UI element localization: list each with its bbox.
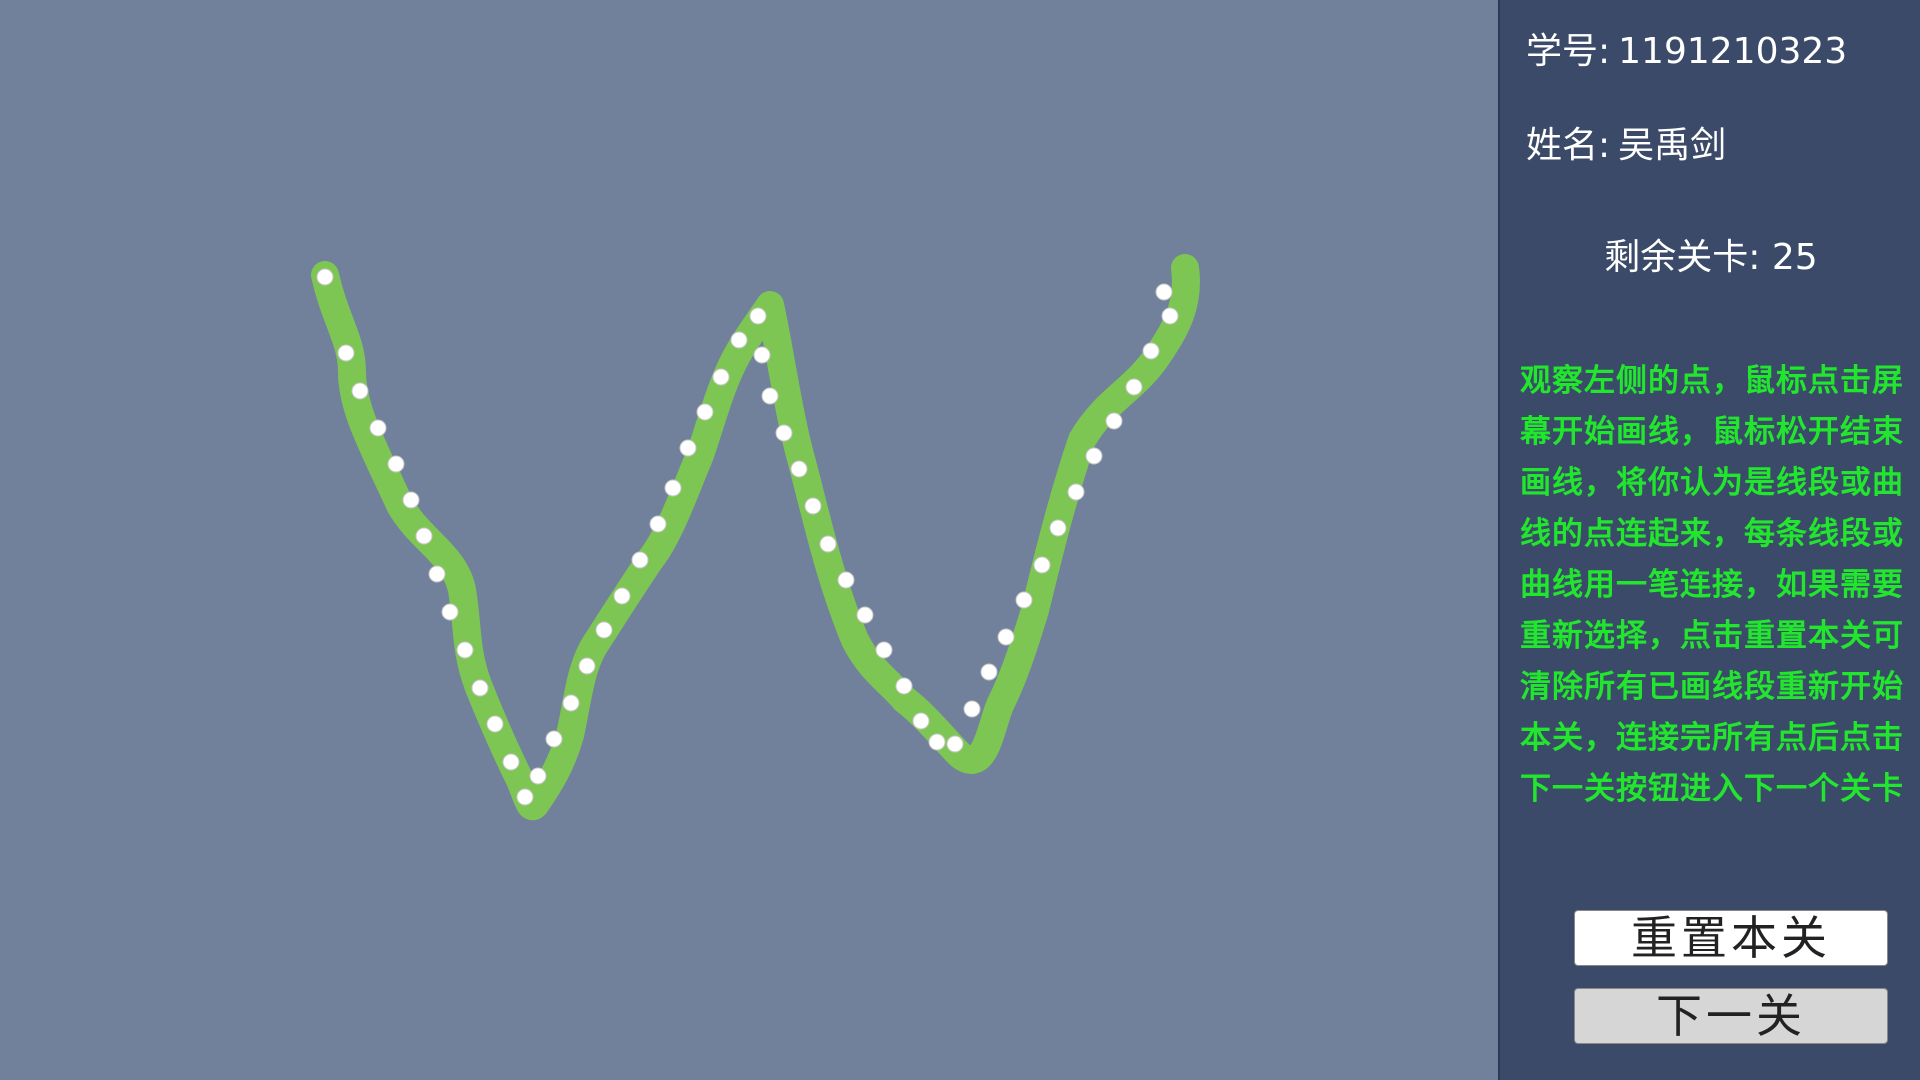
levels-remaining: 剩余关卡: 25 bbox=[1604, 237, 1818, 278]
target-dots bbox=[316, 268, 1179, 806]
target-dot bbox=[875, 641, 893, 659]
target-dot bbox=[1015, 591, 1033, 609]
target-dot bbox=[649, 515, 667, 533]
target-dot bbox=[753, 346, 771, 364]
target-dot bbox=[856, 606, 874, 624]
student-name-row: 姓名: 吴禹剑 bbox=[1526, 116, 1726, 168]
student-id-value: 1191210323 bbox=[1618, 31, 1848, 72]
target-dot bbox=[749, 307, 767, 325]
target-dot bbox=[679, 439, 697, 457]
target-dot bbox=[997, 628, 1015, 646]
target-dot bbox=[1125, 378, 1143, 396]
student-id-label: 学号: bbox=[1526, 31, 1611, 72]
target-dot bbox=[730, 331, 748, 349]
target-dot bbox=[631, 551, 649, 569]
target-dot bbox=[819, 535, 837, 553]
target-dot bbox=[516, 788, 534, 806]
target-dot bbox=[664, 479, 682, 497]
target-dot bbox=[980, 663, 998, 681]
target-dot bbox=[804, 497, 822, 515]
target-dot bbox=[1155, 283, 1173, 301]
target-dot bbox=[1049, 519, 1067, 537]
target-dot bbox=[712, 368, 730, 386]
target-dot bbox=[1105, 412, 1123, 430]
target-dot bbox=[595, 621, 613, 639]
target-dot bbox=[837, 571, 855, 589]
next-level-button[interactable]: 下一关 bbox=[1574, 988, 1888, 1044]
drawing-canvas[interactable] bbox=[0, 0, 1500, 1080]
target-dot bbox=[928, 733, 946, 751]
target-dot bbox=[502, 753, 520, 771]
target-dot bbox=[402, 491, 420, 509]
target-dot bbox=[895, 677, 913, 695]
target-dot bbox=[1142, 342, 1160, 360]
target-dot bbox=[775, 424, 793, 442]
target-dot bbox=[963, 700, 981, 718]
target-dot bbox=[456, 641, 474, 659]
target-dot bbox=[471, 679, 489, 697]
target-dot bbox=[1161, 307, 1179, 325]
student-id-row: 学号: 1191210323 bbox=[1526, 22, 1847, 74]
target-dot bbox=[761, 387, 779, 405]
target-dot bbox=[337, 344, 355, 362]
target-dot bbox=[1085, 447, 1103, 465]
instructions-text: 观察左侧的点，鼠标点击屏幕开始画线，鼠标松开结束画线，将你认为是线段或曲线的点连… bbox=[1520, 363, 1904, 807]
target-dot bbox=[696, 403, 714, 421]
target-dot bbox=[316, 268, 334, 286]
target-dot bbox=[415, 527, 433, 545]
target-dot bbox=[369, 419, 387, 437]
target-dot bbox=[545, 730, 563, 748]
student-name-value: 吴禹剑 bbox=[1618, 125, 1727, 166]
target-dot bbox=[1067, 483, 1085, 501]
drawing-surface[interactable] bbox=[0, 0, 1500, 1080]
drawn-stroke bbox=[311, 254, 1200, 821]
target-dot bbox=[486, 715, 504, 733]
target-dot bbox=[578, 657, 596, 675]
target-dot bbox=[912, 712, 930, 730]
target-dot bbox=[562, 694, 580, 712]
sidebar: 学号: 1191210323 姓名: 吴禹剑 剩余关卡: 25 观察左侧的点，鼠标点… bbox=[1502, 0, 1920, 1080]
target-dot bbox=[1033, 556, 1051, 574]
target-dot bbox=[790, 460, 808, 478]
target-dot bbox=[387, 455, 405, 473]
target-dot bbox=[613, 587, 631, 605]
reset-level-button[interactable]: 重置本关 bbox=[1574, 910, 1888, 966]
student-name-label: 姓名: bbox=[1526, 125, 1611, 166]
target-dot bbox=[441, 603, 459, 621]
target-dot bbox=[946, 735, 964, 753]
target-dot bbox=[428, 565, 446, 583]
target-dot bbox=[351, 382, 369, 400]
target-dot bbox=[529, 767, 547, 785]
